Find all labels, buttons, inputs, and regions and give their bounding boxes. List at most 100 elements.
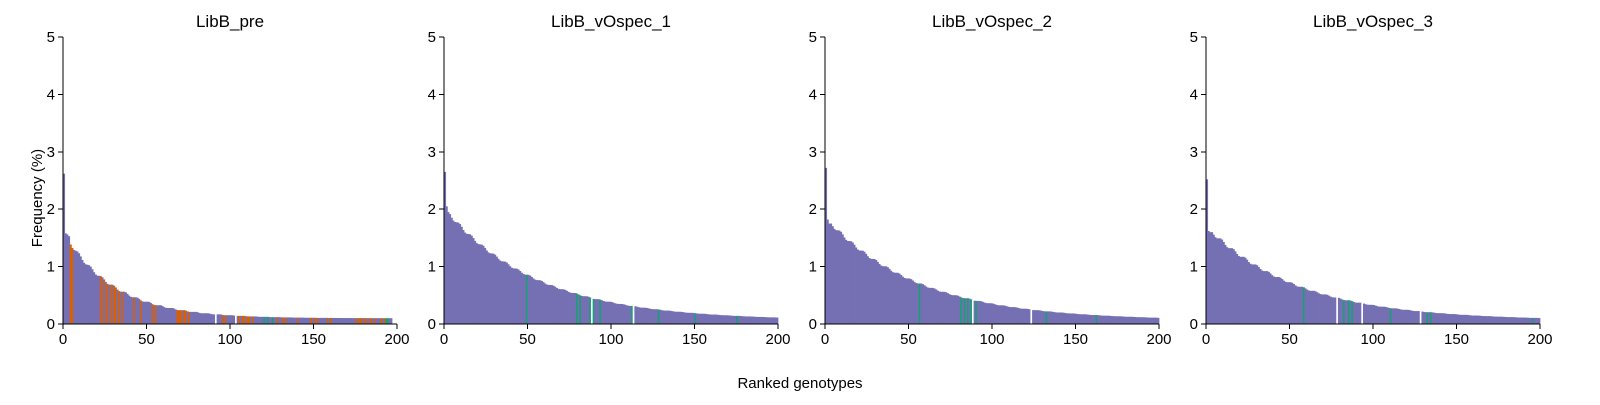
x-tick-label: 150	[1444, 331, 1469, 348]
bar	[168, 307, 171, 324]
bar-highlight-green	[1389, 308, 1392, 324]
bar	[375, 318, 378, 324]
x-tick-label: 0	[440, 331, 448, 348]
bar	[890, 270, 893, 324]
bar	[686, 312, 689, 324]
bar	[134, 297, 137, 324]
bar	[634, 306, 637, 324]
panel-title: LibB_pre	[196, 12, 264, 31]
bar	[691, 312, 694, 324]
bar	[1282, 280, 1285, 324]
bar	[345, 318, 348, 324]
bar	[833, 228, 836, 324]
bar	[1148, 317, 1152, 324]
bar	[953, 295, 956, 324]
bar	[873, 259, 876, 324]
bar	[66, 234, 69, 324]
bar	[465, 233, 468, 324]
bar	[116, 289, 119, 324]
y-tick-label: 5	[47, 29, 55, 46]
bar	[923, 285, 926, 324]
bar-highlight-green	[1095, 315, 1098, 324]
bar	[532, 278, 535, 324]
bar	[189, 311, 192, 324]
y-tick-label: 2	[809, 201, 817, 218]
bar	[1065, 313, 1068, 324]
bar	[348, 318, 351, 324]
bar	[98, 275, 101, 324]
bar	[1145, 317, 1148, 324]
bar-highlight-orange	[183, 310, 186, 324]
bar	[1206, 179, 1209, 324]
bar	[1153, 317, 1157, 324]
bar	[838, 230, 841, 324]
bar	[747, 316, 751, 324]
bar	[1306, 289, 1309, 324]
bar	[1474, 315, 1477, 324]
bar	[1043, 311, 1046, 324]
bar	[1211, 232, 1214, 324]
bar	[1371, 304, 1374, 324]
bar	[1484, 316, 1487, 324]
bar	[101, 277, 104, 324]
bar	[875, 259, 878, 324]
bar	[1132, 316, 1135, 324]
bar-highlight-green	[1302, 287, 1305, 324]
bar	[659, 309, 662, 324]
bar	[108, 284, 111, 324]
bar	[1471, 315, 1474, 324]
bar	[1269, 273, 1272, 324]
bar	[915, 283, 918, 324]
bar	[1314, 291, 1317, 324]
y-tick-label: 0	[1190, 316, 1198, 333]
bar	[1317, 293, 1320, 324]
bar	[666, 310, 669, 324]
bar	[86, 264, 89, 324]
bar	[677, 311, 680, 324]
bar-highlight-orange	[103, 279, 106, 324]
bar	[846, 240, 849, 324]
bar	[704, 313, 707, 324]
bar	[903, 277, 906, 324]
bar	[1073, 313, 1076, 324]
bar	[569, 292, 572, 324]
bar	[950, 294, 953, 324]
bar	[831, 226, 834, 324]
bar	[607, 301, 610, 324]
bar-highlight-white	[1419, 311, 1421, 324]
y-tick-label: 4	[1190, 86, 1198, 103]
bar	[91, 269, 94, 324]
bar	[1100, 315, 1103, 324]
x-tick-label: 100	[979, 331, 1004, 348]
bar	[840, 231, 843, 324]
bar-highlight-orange	[224, 315, 228, 324]
bar	[1344, 300, 1347, 324]
y-tick-label: 3	[1190, 144, 1198, 161]
y-tick-label: 2	[47, 201, 55, 218]
bar	[742, 316, 745, 324]
bar	[1481, 316, 1484, 324]
bar	[1493, 316, 1496, 324]
bar-highlight-orange	[133, 297, 136, 324]
bar	[762, 317, 766, 324]
bar	[709, 314, 712, 324]
bar	[1138, 317, 1142, 324]
bar	[88, 265, 91, 324]
bar	[1287, 282, 1290, 324]
bar	[759, 316, 762, 324]
bar	[450, 217, 453, 324]
bar	[574, 293, 577, 324]
bar	[1147, 317, 1150, 324]
bar	[1439, 313, 1442, 324]
bar	[1359, 302, 1362, 324]
bar	[129, 296, 132, 324]
bar	[1042, 311, 1045, 324]
bar	[1219, 238, 1222, 324]
bar-highlight-green	[963, 298, 966, 324]
bar	[1150, 317, 1153, 324]
bar	[1085, 314, 1088, 324]
bar-highlight-orange	[330, 317, 333, 324]
bar	[1373, 305, 1376, 324]
bar	[737, 315, 740, 324]
